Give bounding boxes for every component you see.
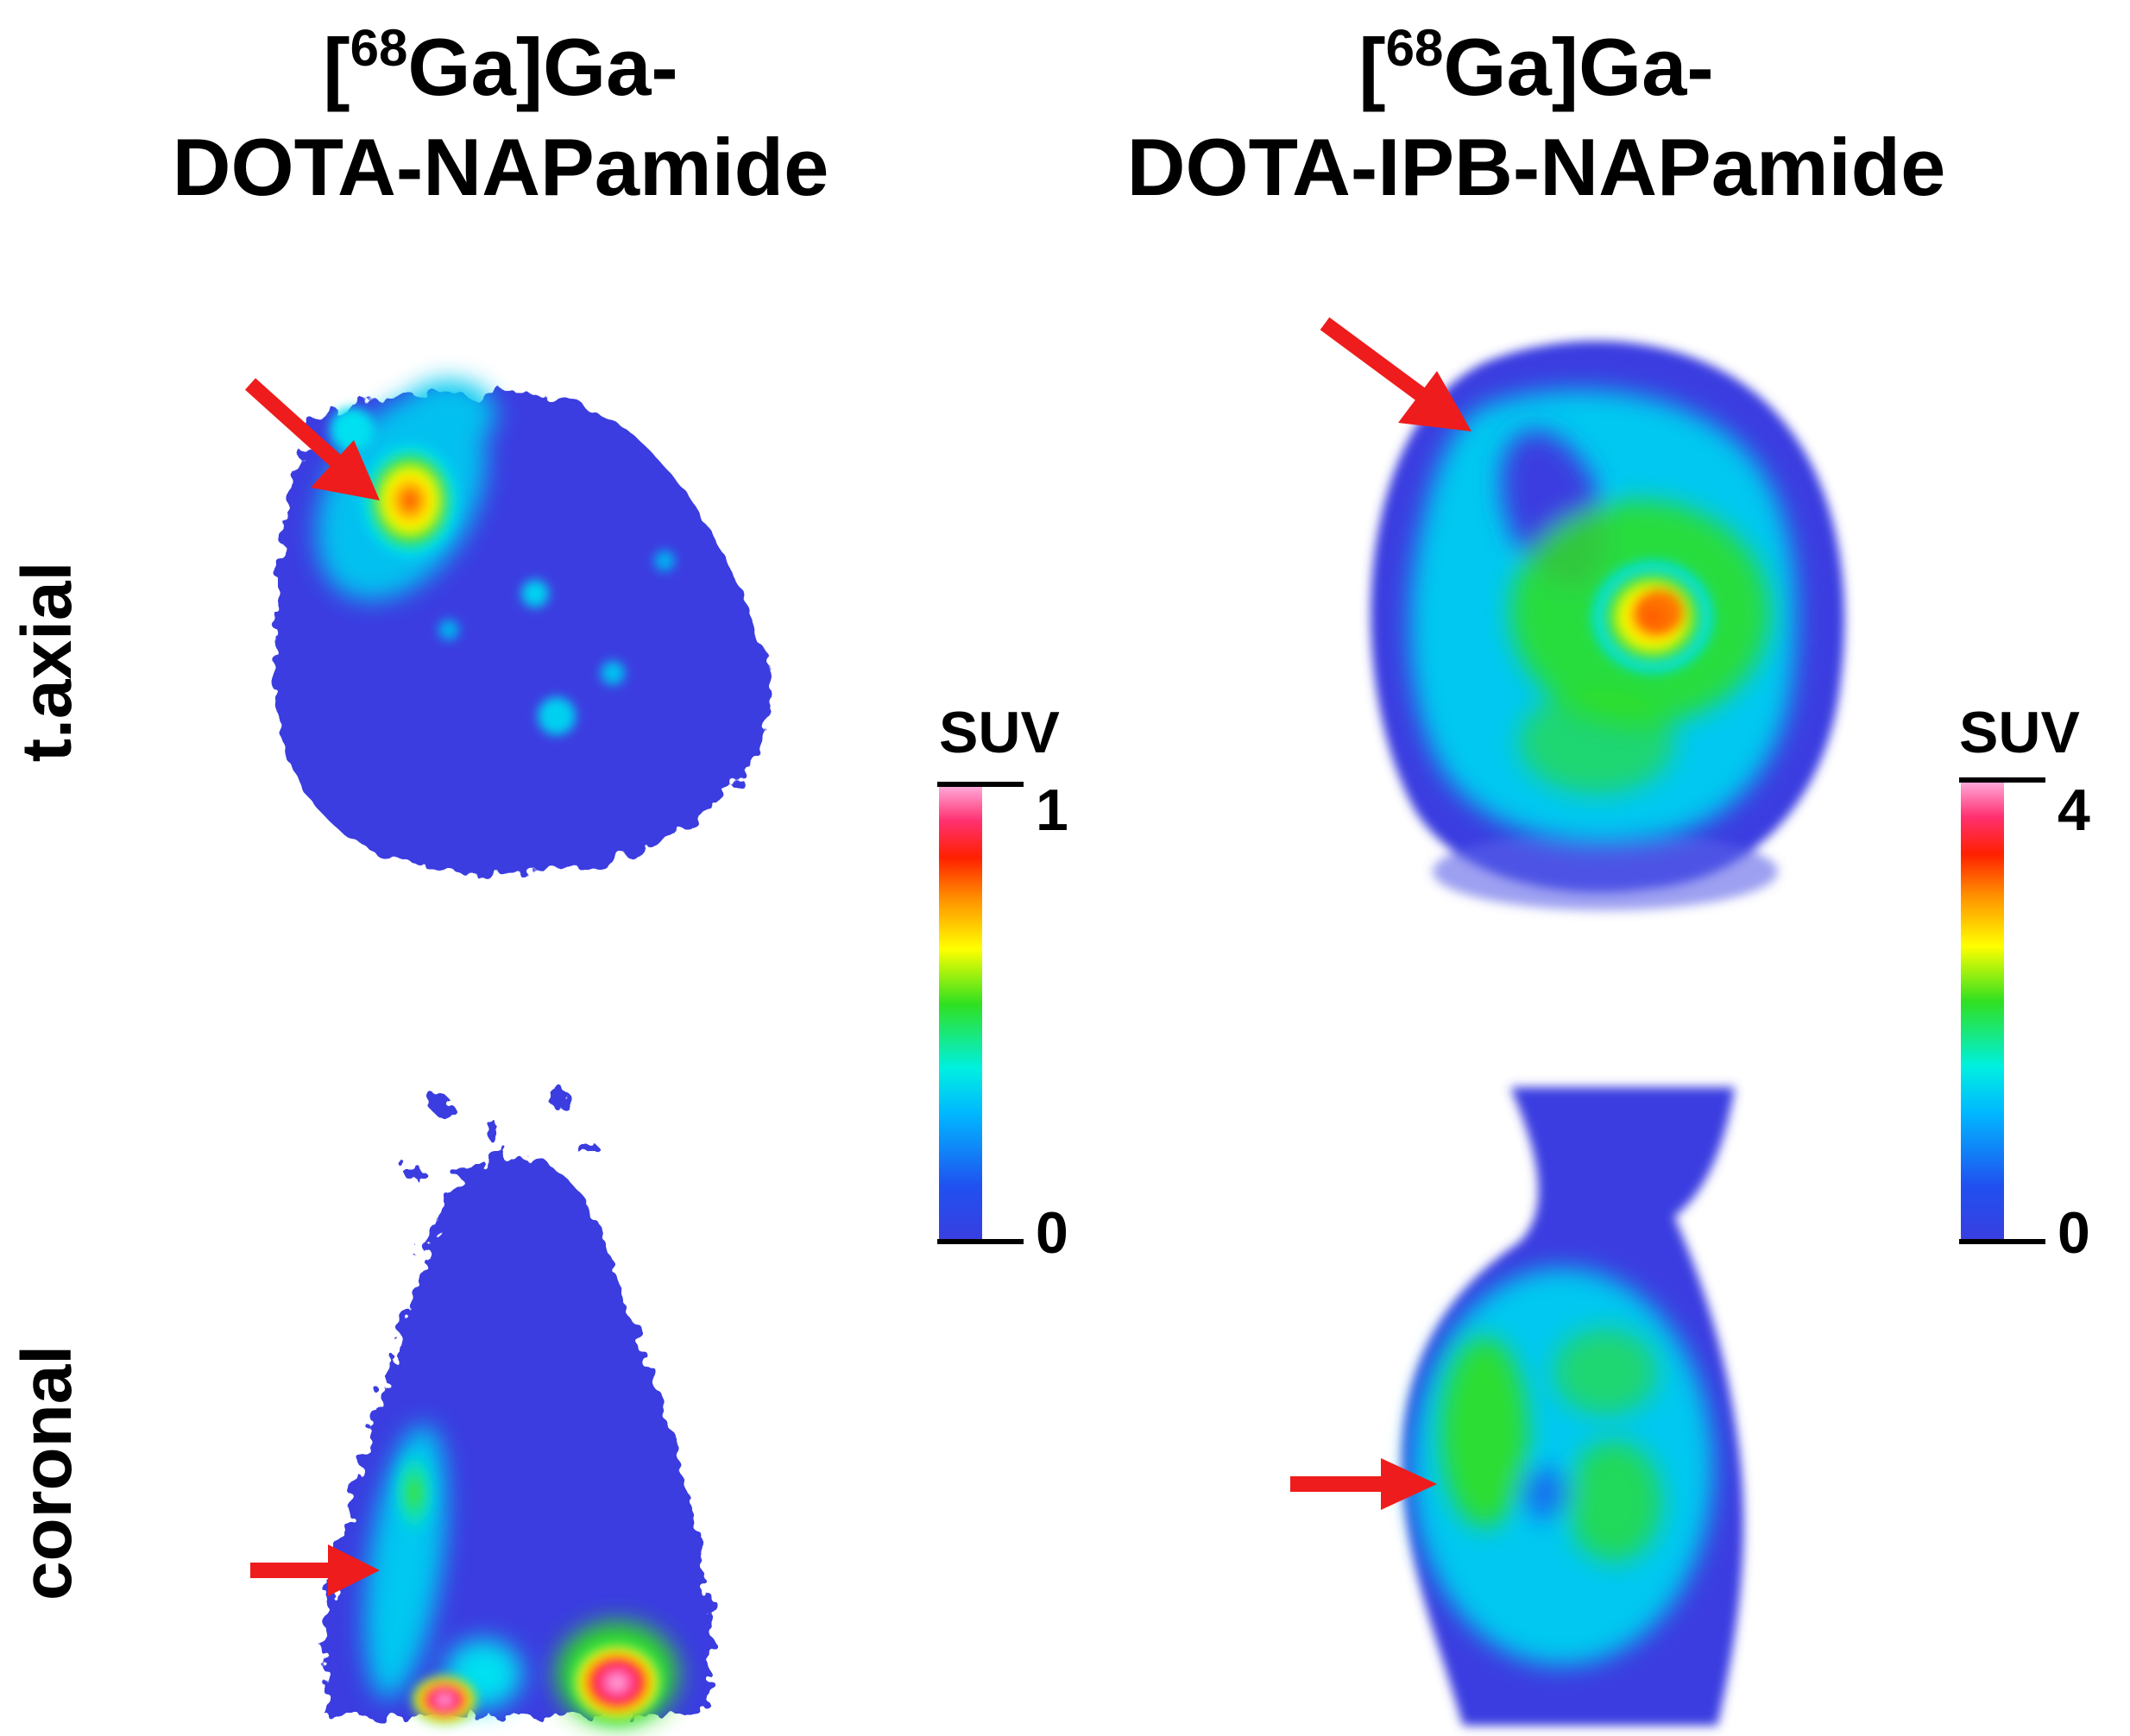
pet-image-right-coronal xyxy=(1402,1087,1744,1726)
colorbar-left-max: 1 xyxy=(1036,777,1068,843)
pet-image-left-taxial xyxy=(274,380,772,874)
column-title-right: [68Ga]Ga- DOTA-IPB-NAPamide xyxy=(1001,17,2071,217)
colorbar-left xyxy=(937,782,1024,1244)
arrow-left-taxial xyxy=(244,378,380,500)
arrow-right-taxial xyxy=(1320,317,1471,431)
row-label-taxial: t.axial xyxy=(8,561,86,763)
column-title-left-line2: DOTA-NAPamide xyxy=(172,122,829,212)
column-title-right-line1: [68Ga]Ga- xyxy=(1358,19,1714,112)
colorbar-left-min: 0 xyxy=(1036,1200,1068,1266)
colorbar-right-max: 4 xyxy=(2058,777,2090,843)
colorbar-right-title: SUV xyxy=(1959,700,2080,765)
column-title-right-line2: DOTA-IPB-NAPamide xyxy=(1126,122,1946,212)
colorbar-left-title: SUV xyxy=(939,700,1060,765)
colorbar-right-min: 0 xyxy=(2058,1200,2090,1266)
arrow-left-coronal xyxy=(250,1544,380,1596)
row-label-coronal: coronal xyxy=(8,1344,86,1601)
column-title-left-line1: [68Ga]Ga- xyxy=(323,19,678,112)
colorbar-right xyxy=(1959,777,2045,1244)
column-title-left: [68Ga]Ga- DOTA-NAPamide xyxy=(69,17,932,217)
pet-image-right-taxial xyxy=(1371,340,1845,910)
pet-image-left-coronal xyxy=(325,1090,712,1726)
arrow-right-coronal xyxy=(1290,1458,1437,1510)
